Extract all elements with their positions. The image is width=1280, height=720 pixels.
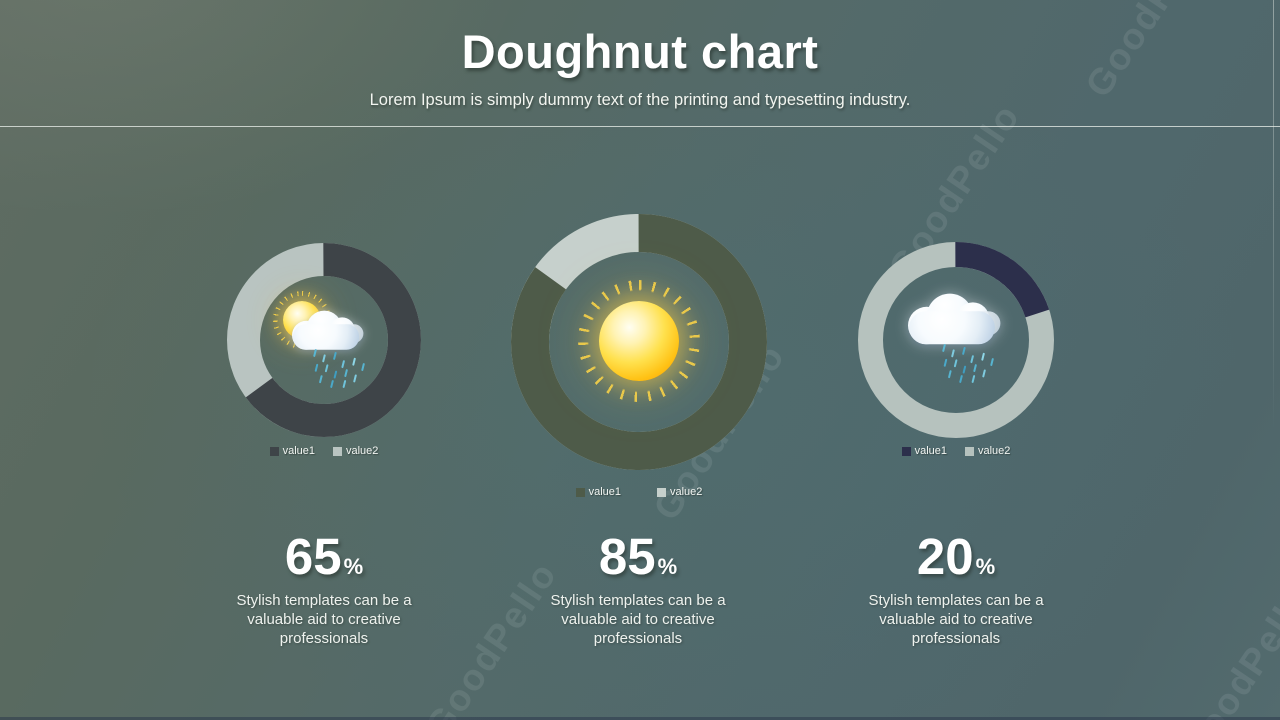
chart3-legend: value1 value2 — [858, 445, 1054, 457]
chart2-legend: value1 value2 — [511, 486, 767, 498]
percent-sign: % — [657, 554, 678, 579]
watermark-text: GoodPello — [1172, 578, 1280, 720]
cloud-icon — [908, 293, 1001, 345]
legend-label: value1 — [282, 445, 315, 457]
rain-drops-icon — [942, 343, 946, 353]
doughnut-chart-1 — [227, 243, 421, 437]
sun-icon — [599, 301, 679, 381]
legend-item-value1: value1 — [269, 445, 315, 457]
legend-swatch-value1 — [575, 487, 585, 497]
legend-label: value2 — [978, 445, 1011, 457]
stat-percentage: 65% — [284, 528, 364, 585]
donut3-segment-value1 — [858, 242, 1054, 438]
stat-description: Stylish templates can be a valuable aid … — [236, 592, 412, 647]
legend-label: value1 — [914, 445, 947, 457]
sun-behind-rain-cloud-icon — [278, 297, 378, 382]
stat-block-3: 20% Stylish templates can be a valuable … — [841, 531, 1071, 649]
stat-block-2: 85% Stylish templates can be a valuable … — [523, 531, 753, 649]
header-divider-line — [0, 126, 1280, 127]
stat-description: Stylish templates can be a valuable aid … — [868, 592, 1044, 647]
stat-percentage: 20% — [916, 528, 996, 585]
legend-item-value2: value2 — [657, 486, 702, 498]
percent-sign: % — [343, 554, 364, 579]
legend-swatch-value1 — [901, 446, 911, 456]
legend-label: value1 — [588, 486, 621, 498]
legend-swatch-value2 — [333, 446, 342, 456]
page-subtitle: Lorem Ipsum is simply dummy text of the … — [369, 91, 911, 109]
stat-percentage: 85% — [598, 528, 678, 585]
rain-drops-icon — [313, 348, 317, 358]
legend-swatch-value2 — [657, 487, 666, 497]
percent-sign: % — [975, 554, 996, 579]
donut2-segment-value1 — [511, 214, 767, 470]
legend-item-value2: value2 — [333, 445, 378, 457]
legend-item-value2: value2 — [965, 445, 1010, 457]
bottom-accent-bar — [0, 717, 1280, 720]
page-title: Doughnut chart — [461, 25, 819, 78]
doughnut-chart-2 — [511, 214, 767, 470]
stat-block-1: 65% Stylish templates can be a valuable … — [209, 531, 439, 649]
legend-label: value2 — [670, 486, 703, 498]
donut1-segment-value1 — [227, 243, 421, 437]
cloud-icon — [292, 310, 364, 350]
legend-label: value2 — [346, 445, 379, 457]
right-margin-line — [1273, 0, 1274, 430]
legend-item-value1: value1 — [901, 445, 947, 457]
rain-cloud-icon — [905, 293, 1005, 380]
stat-description: Stylish templates can be a valuable aid … — [550, 592, 726, 647]
legend-swatch-value1 — [269, 446, 279, 456]
doughnut-chart-3 — [858, 242, 1054, 438]
legend-item-value1: value1 — [575, 486, 621, 498]
chart1-legend: value1 value2 — [227, 445, 421, 457]
legend-swatch-value2 — [965, 446, 974, 456]
